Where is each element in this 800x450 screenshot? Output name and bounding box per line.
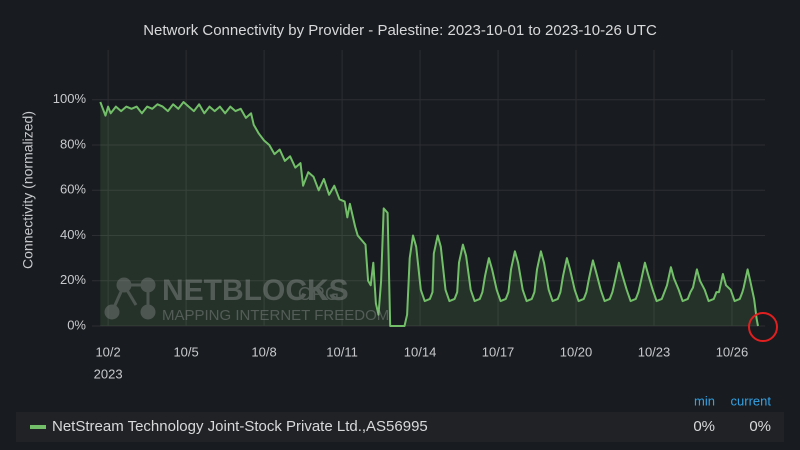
logo-line bbox=[110, 284, 126, 313]
y-tick-label: 40% bbox=[60, 227, 86, 242]
x-tick-label: 10/20 bbox=[560, 344, 593, 359]
chart-title: Network Connectivity by Provider - Pales… bbox=[143, 22, 657, 39]
watermark-tagline: MAPPING INTERNET FREEDOM bbox=[162, 307, 389, 324]
x-tick-label: 10/14 bbox=[404, 344, 437, 359]
watermark-brand: NETBLOCKS bbox=[162, 274, 349, 307]
legend-min-value: 0% bbox=[693, 418, 715, 435]
logo-node bbox=[140, 304, 156, 320]
y-tick-label: 100% bbox=[53, 91, 87, 106]
x-tick-label: 10/8 bbox=[251, 344, 276, 359]
highlight-circle bbox=[748, 312, 778, 342]
x-tick-label: 10/17 bbox=[482, 344, 515, 359]
line bbox=[99, 101, 759, 327]
logo-node bbox=[140, 277, 156, 293]
x-tick-label: 10/2 bbox=[95, 344, 120, 359]
x-tick-label: 10/5 bbox=[173, 344, 198, 359]
watermark: NETBLOCKS .ORG MAPPING INTERNET FREEDOM bbox=[104, 274, 389, 324]
legend-label[interactable]: NetStream Technology Joint-Stock Private… bbox=[52, 418, 428, 435]
watermark-tld: .ORG bbox=[293, 284, 339, 304]
plot: 0% 20% 40% 60% 80% 100% 10/2 10/5 10/8 10/11 10/14… bbox=[53, 50, 765, 381]
x-tick-label: 10/11 bbox=[326, 344, 358, 359]
y-tick-label: 20% bbox=[60, 272, 86, 287]
logo-node bbox=[104, 304, 120, 320]
y-tick-label: 0% bbox=[67, 317, 86, 332]
y-tick-label: 60% bbox=[60, 182, 86, 197]
legend-current-value: 0% bbox=[749, 418, 771, 435]
y-axis-label: Connectivity (normalized) bbox=[20, 111, 36, 269]
legend-current-header[interactable]: current bbox=[731, 393, 772, 408]
logo-line bbox=[122, 284, 138, 306]
legend-row[interactable] bbox=[16, 412, 784, 442]
legend-min-header[interactable]: min bbox=[694, 393, 715, 408]
area bbox=[100, 102, 759, 326]
x-tick-label: 10/26 bbox=[716, 344, 749, 359]
x-tick-label: 10/23 bbox=[638, 344, 671, 359]
logo-node bbox=[116, 277, 132, 293]
y-tick-label: 80% bbox=[60, 136, 86, 151]
x-year-label: 2023 bbox=[94, 366, 123, 381]
